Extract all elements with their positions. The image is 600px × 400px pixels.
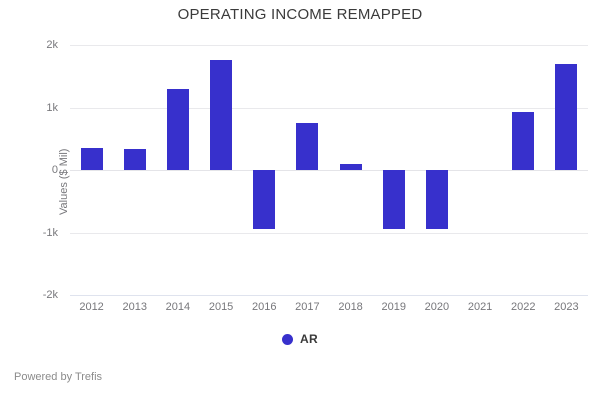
x-axis-tick-label: 2017 xyxy=(295,301,320,313)
bar-slot xyxy=(286,45,329,295)
x-axis-tick-label: 2019 xyxy=(381,301,406,313)
bar-slot xyxy=(70,45,113,295)
gridline-2k xyxy=(70,45,588,46)
chart-legend: AR xyxy=(0,332,600,346)
x-axis-tick-label: 2012 xyxy=(79,301,104,313)
x-axis-tick-label: 2021 xyxy=(467,301,493,313)
y-axis-title: Values ($ Mil) xyxy=(58,148,70,215)
bar-slot xyxy=(113,45,156,295)
bar[interactable] xyxy=(425,170,448,230)
y-axis-tick-label: 0 xyxy=(51,164,58,176)
bar-slot xyxy=(243,45,286,295)
gridline--1k xyxy=(70,232,588,234)
gridline-1k xyxy=(70,107,588,109)
legend-marker-icon xyxy=(282,333,294,345)
bar[interactable] xyxy=(253,170,276,230)
plot-area: Values ($ Mil) 2k 1k 0 -1k -2k 2012 2013 2014 2… xyxy=(43,39,588,313)
y-axis-tick-label: -2k xyxy=(42,289,58,301)
bar-slot xyxy=(502,45,545,295)
bar[interactable] xyxy=(382,170,405,230)
y-axis-tick-label: -1k xyxy=(42,226,58,239)
bar[interactable] xyxy=(166,89,189,170)
bar[interactable] xyxy=(210,60,233,170)
footer-attribution: Powered by Trefis xyxy=(14,371,103,383)
bar[interactable] xyxy=(555,63,578,170)
bar-slot xyxy=(200,45,243,295)
x-axis-tick-label: 2018 xyxy=(338,301,363,313)
gridline--2k xyxy=(70,295,588,296)
bar-series-ar xyxy=(70,45,588,295)
y-axis-tick-label: 1k xyxy=(46,101,58,114)
bar[interactable] xyxy=(123,148,146,170)
bar[interactable] xyxy=(80,148,103,170)
bar[interactable] xyxy=(512,111,535,170)
bar[interactable] xyxy=(339,164,362,170)
bar-slot xyxy=(329,45,372,295)
bar-slot xyxy=(415,45,458,295)
gridline-0 xyxy=(70,170,588,171)
legend-label[interactable]: AR xyxy=(300,332,318,346)
bar[interactable] xyxy=(296,123,319,170)
x-axis-tick-label: 2016 xyxy=(252,301,277,313)
bar-slot xyxy=(459,45,502,295)
y-axis-tick-label: 2k xyxy=(46,39,58,51)
x-axis-tick-label: 2015 xyxy=(208,301,234,313)
x-axis-tick-label: 2020 xyxy=(424,301,450,313)
x-axis-tick-label: 2023 xyxy=(554,301,579,313)
bar-slot xyxy=(372,45,415,295)
bar-slot xyxy=(156,45,199,295)
bar-slot xyxy=(545,45,588,295)
chart-title: OPERATING INCOME REMAPPED xyxy=(177,6,423,23)
x-axis-tick-label: 2013 xyxy=(122,301,147,313)
x-axis-tick-label: 2022 xyxy=(511,301,536,313)
x-axis-tick-label: 2014 xyxy=(165,301,191,313)
